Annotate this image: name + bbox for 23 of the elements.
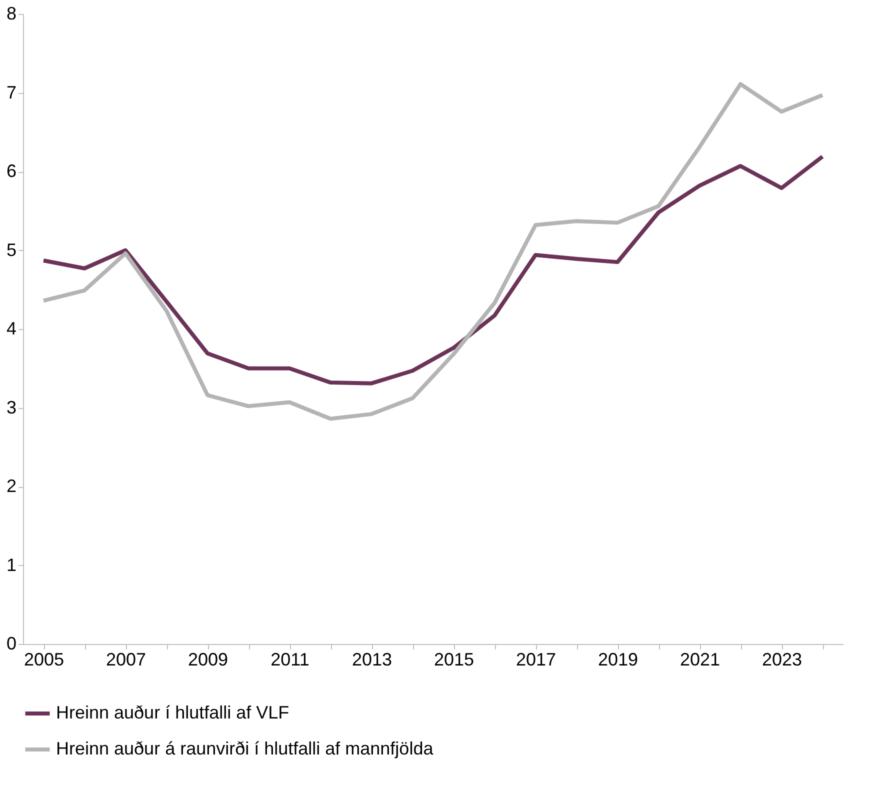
x-tick-label: 2007 [106,650,146,670]
x-tick-label: 2023 [762,650,802,670]
y-tick-label: 5 [6,240,16,260]
x-tick-label: 2011 [270,650,310,670]
y-tick-label: 0 [6,634,16,654]
legend-label: Hreinn auður á raunvirði í hlutfalli af mannfjölda [56,738,434,758]
x-tick-label: 2019 [598,650,638,670]
x-tick-label: 2005 [24,650,64,670]
y-tick-label: 8 [6,4,16,24]
y-tick-label: 6 [6,161,16,181]
x-tick-label: 2013 [352,650,392,670]
line-series [42,82,824,421]
y-tick-label: 1 [6,554,16,575]
y-tick-label: 4 [6,318,16,338]
x-tick-label: 2017 [516,650,556,670]
x-tick-label: 2021 [680,650,720,670]
y-tick-label: 7 [6,82,16,102]
x-tick-label: 2015 [434,650,474,670]
y-tick-label: 2 [6,476,16,496]
line-series [42,154,824,386]
legend-label: Hreinn auður í hlutfalli af VLF [56,702,290,722]
y-tick-label: 3 [6,397,16,418]
x-tick-label: 2009 [188,650,228,670]
